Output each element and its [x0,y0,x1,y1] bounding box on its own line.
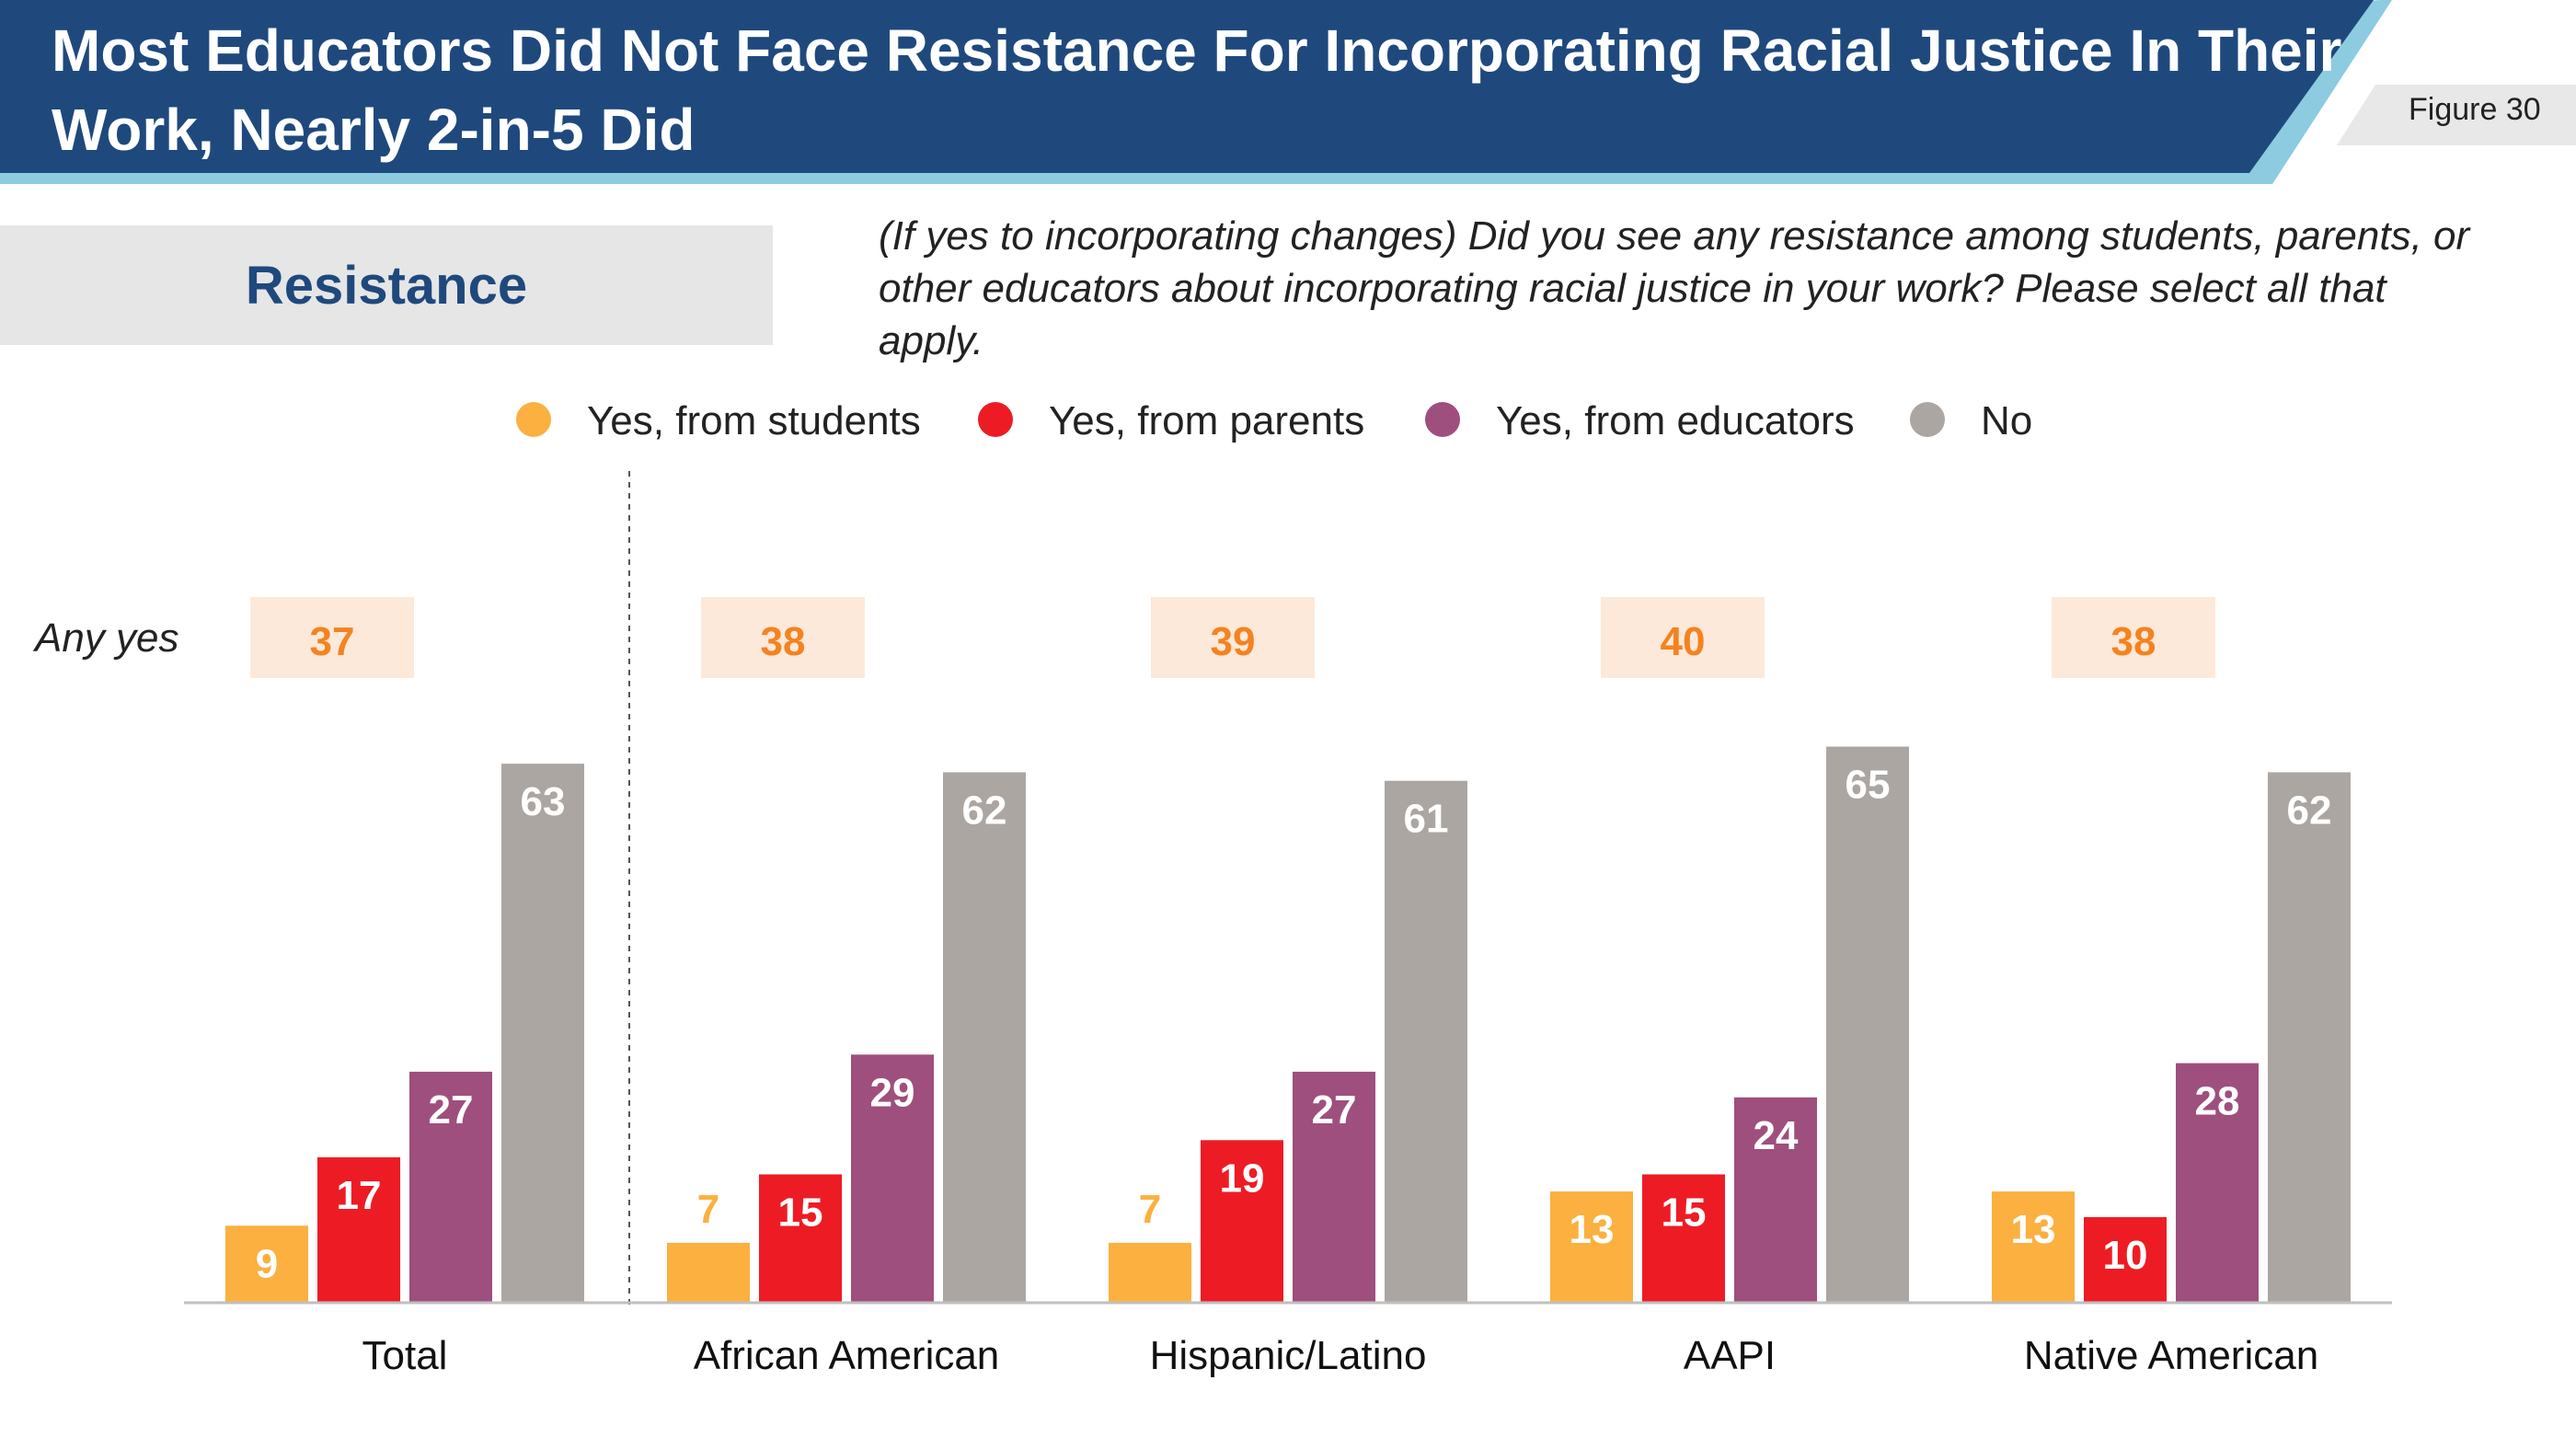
bar-yes-from-parents [1201,1140,1283,1303]
category-label: Hispanic/Latino [1150,1333,1427,1378]
bar-no [943,772,1026,1303]
legend-label: Yes, from students [587,398,921,443]
figure-number-label: Figure 30 [2409,92,2541,127]
bar-group-african-american: 7 15 29 62 [667,772,1026,1303]
bar-value-label: 13 [2011,1207,2056,1252]
bar-value-label: 62 [2287,788,2332,833]
category-label: Native American [2024,1333,2318,1378]
category-label: African American [694,1333,1000,1378]
bar-value-label: 62 [962,788,1007,833]
any-yes-box-total: 37 [250,597,414,678]
bar-yes-from-educators [2176,1063,2259,1303]
bar-value-label: 7 [697,1187,719,1232]
bar-value-label: 28 [2195,1079,2240,1124]
section-label: Resistance [0,225,773,345]
figure-tab [2337,85,2576,145]
bar-value-label: 17 [337,1173,382,1218]
bar-yes-from-educators [851,1054,934,1303]
legend-item-yes-from-parents: Yes, from parents [978,398,1364,443]
legend-item-no: No [1910,398,2032,443]
bar-value-label: 19 [1220,1156,1265,1201]
bar-value-label: 27 [1312,1087,1357,1133]
bar-value-label: 63 [521,779,566,824]
bar-group-hispanic-latino: 7 19 27 61 [1109,780,1467,1303]
any-yes-value: 37 [310,619,355,664]
bar-value-label: 7 [1139,1187,1161,1232]
any-yes-values: 37 38 39 40 38 [250,597,2215,678]
bar-group-aapi: 13 15 24 65 [1550,746,1909,1303]
page-title: Most Educators Did Not Face Resistance F… [52,17,2342,163]
legend-swatch [516,402,551,437]
bar-yes-from-parents [1642,1174,1725,1303]
bar-yes-from-parents [2084,1217,2167,1303]
bar-yes-from-students [1992,1191,2075,1303]
bar-no [1385,780,1467,1303]
bar-value-label: 29 [870,1070,915,1115]
bar-groups: 9 17 27 63 7 15 29 62 7 19 27 61 13 15 24 65 13 10 28 62 [225,746,2351,1303]
any-yes-box-hispanic-latino: 39 [1151,597,1315,678]
bar-value-label: 61 [1404,797,1449,842]
bar-value-label: 24 [1754,1113,1799,1158]
banner-background [0,0,2374,173]
any-yes-box-background [701,597,865,678]
any-yes-box-background [250,597,414,678]
bar-group-native-american: 13 10 28 62 [1992,772,2351,1303]
category-labels: Total African American Hispanic/Latino AAPI… [362,1333,2319,1378]
any-yes-box-background [1151,597,1315,678]
legend-item-yes-from-students: Yes, from students [516,398,921,443]
bar-no [1826,746,1909,1303]
chart-legend: Yes, from students Yes, from parents Yes, … [516,398,2032,443]
bar-value-label: 9 [256,1241,278,1286]
bar-value-label: 15 [778,1190,823,1236]
any-yes-value: 38 [2111,619,2156,664]
bar-yes-from-students [1550,1191,1633,1303]
any-yes-value: 40 [1661,619,1706,664]
any-yes-box-native-american: 38 [2052,597,2215,678]
any-yes-row-label: Any yes [32,615,179,661]
bar-no [501,764,584,1303]
bar-yes-from-students [1109,1242,1191,1303]
survey-question: (If yes to incorporating changes) Did yo… [879,213,2470,363]
bar-yes-from-parents [759,1174,842,1303]
bar-yes-from-educators [1734,1097,1817,1303]
category-label: AAPI [1684,1333,1776,1378]
bar-value-label: 10 [2103,1233,2148,1278]
title-banner [0,0,2576,184]
category-label: Total [362,1333,448,1378]
bar-value-label: 65 [1846,763,1891,808]
legend-label: No [1981,398,2032,443]
bar-yes-from-educators [409,1071,492,1303]
bar-no [2268,772,2351,1303]
bar-yes-from-parents [317,1156,400,1303]
bar-yes-from-students [225,1225,308,1303]
bar-value-label: 15 [1662,1190,1707,1236]
legend-swatch [1910,402,1945,437]
any-yes-box-background [2052,597,2215,678]
any-yes-box-african-american: 38 [701,597,865,678]
bar-value-label: 27 [429,1087,474,1133]
any-yes-value: 38 [761,619,806,664]
any-yes-box-background [1601,597,1765,678]
legend-label: Yes, from educators [1496,398,1855,443]
legend-item-yes-from-educators: Yes, from educators [1425,398,1855,443]
legend-swatch [978,402,1013,437]
bar-yes-from-students [667,1242,750,1303]
bar-yes-from-educators [1293,1071,1375,1303]
any-yes-value: 39 [1211,619,1256,664]
bar-group-total: 9 17 27 63 [225,764,584,1303]
bar-value-label: 13 [1570,1207,1615,1252]
any-yes-box-aapi: 40 [1601,597,1765,678]
legend-swatch [1425,402,1460,437]
legend-label: Yes, from parents [1049,398,1364,443]
